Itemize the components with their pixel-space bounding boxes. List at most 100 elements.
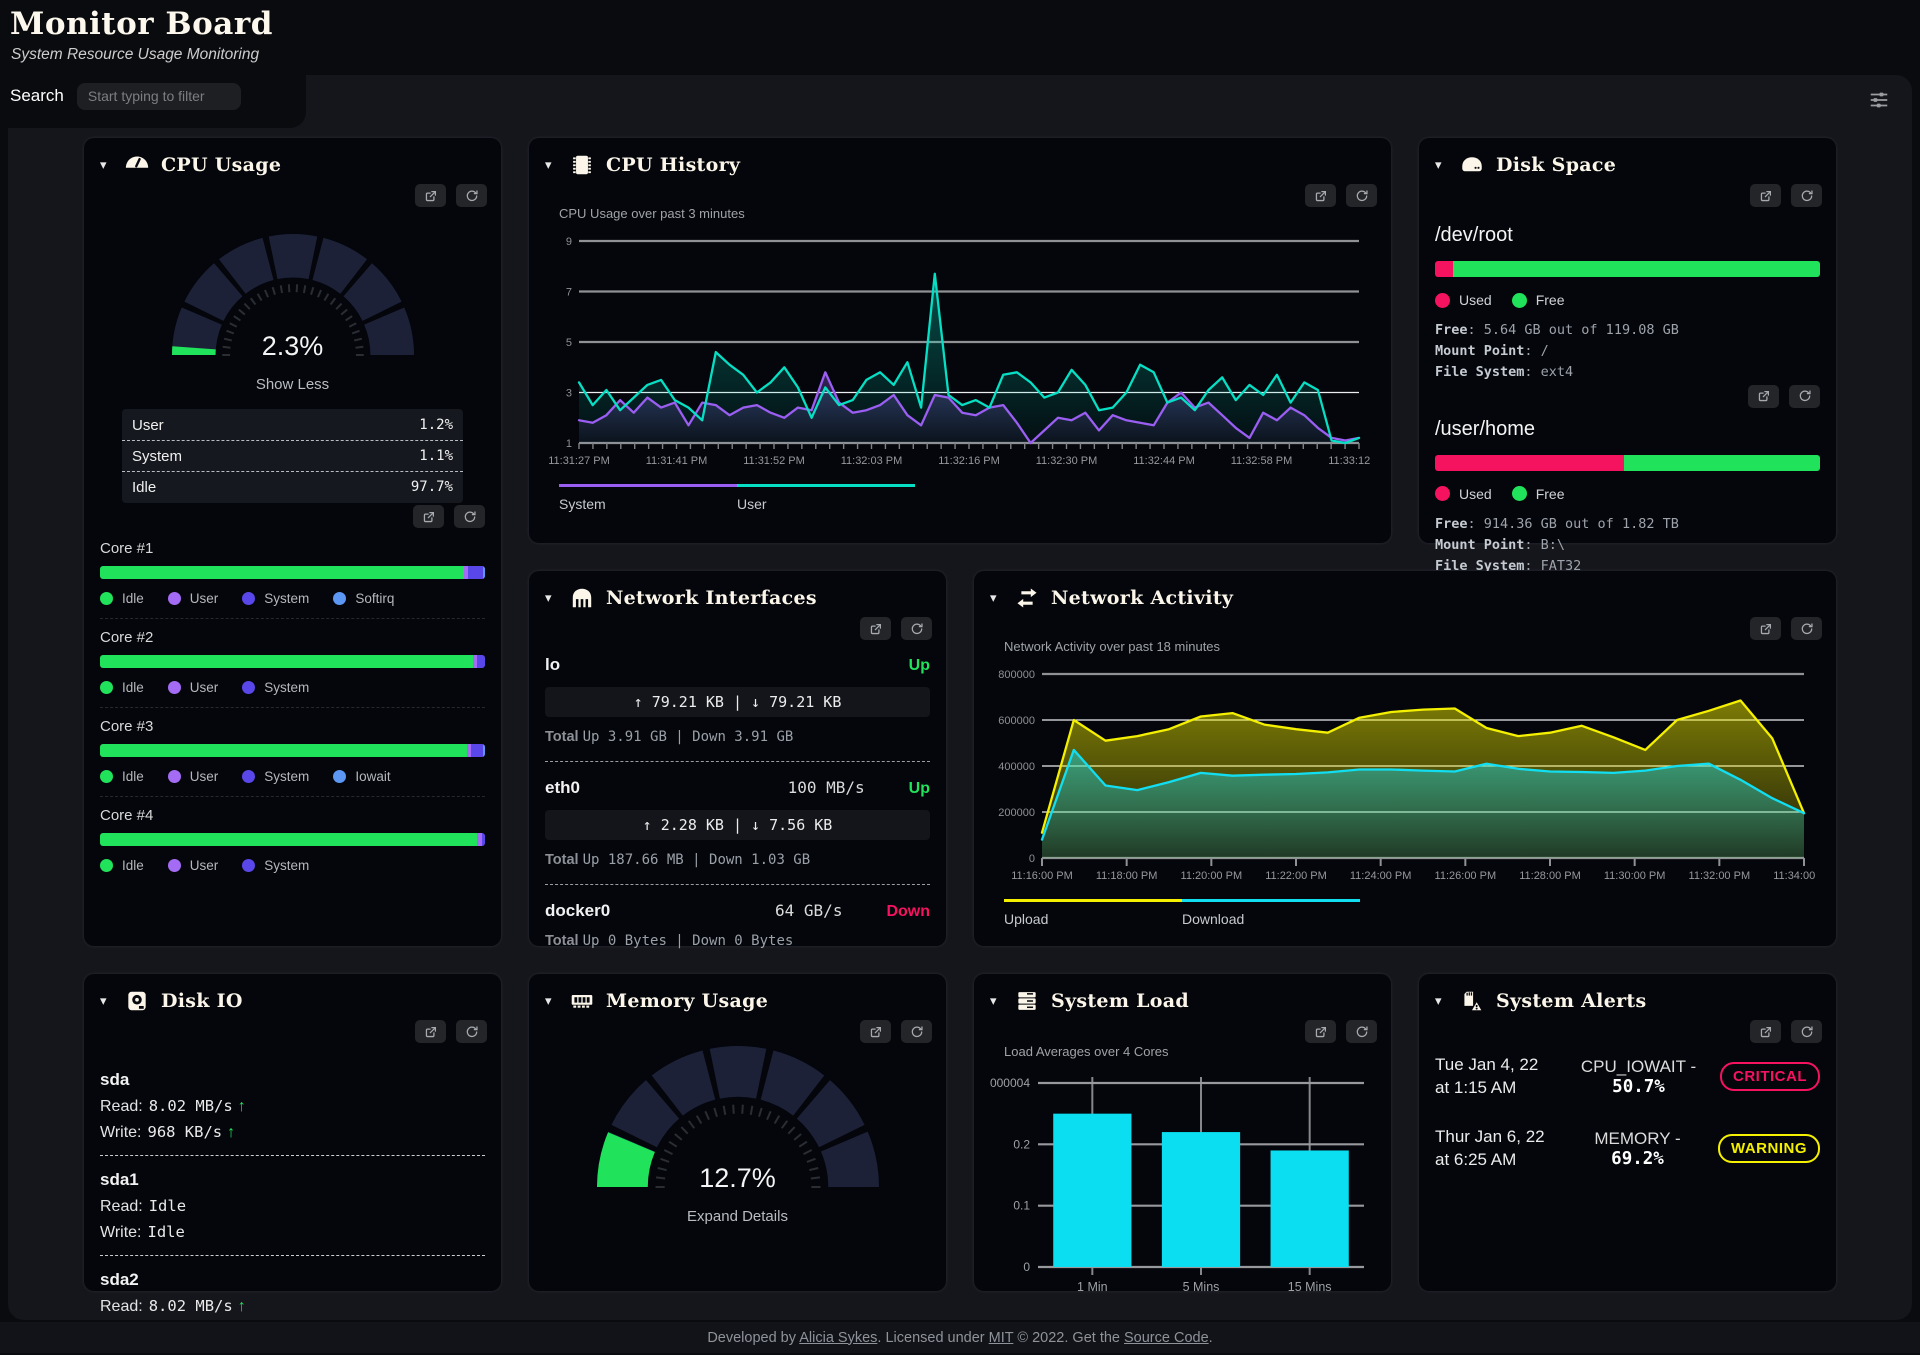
expand-button[interactable]: [1748, 385, 1779, 408]
cpu-chip-icon: [569, 152, 595, 178]
collapse-icon[interactable]: ▾: [990, 993, 1003, 1009]
refresh-button[interactable]: [1346, 184, 1377, 207]
collapse-icon[interactable]: ▾: [100, 993, 113, 1009]
svg-text:800000: 800000: [998, 669, 1035, 681]
expand-button[interactable]: [1750, 617, 1781, 640]
collapse-icon[interactable]: ▾: [990, 590, 1003, 606]
svg-text:0.2: 0.2: [1013, 1137, 1030, 1151]
svg-text:11:31:52 PM: 11:31:52 PM: [743, 455, 805, 467]
chart-legend-item: Download: [1182, 899, 1360, 927]
widget-network-activity: ▾ Network Activity Network Activity over…: [974, 571, 1836, 946]
expand-button[interactable]: [1305, 184, 1336, 207]
search-input[interactable]: [77, 83, 241, 110]
widget-title: Network Interfaces: [606, 587, 817, 609]
settings-button[interactable]: [1862, 88, 1896, 115]
refresh-button[interactable]: [454, 505, 485, 528]
collapse-icon[interactable]: ▾: [1435, 157, 1448, 173]
svg-text:5: 5: [566, 337, 572, 349]
widget-actions: [1750, 1020, 1822, 1043]
legend-label: System: [264, 769, 309, 784]
refresh-button[interactable]: [456, 1020, 487, 1043]
transfer-arrows-icon: [1014, 585, 1040, 611]
legend-item: System: [242, 680, 309, 695]
legend-label: User: [190, 769, 219, 784]
legend-label: System: [264, 680, 309, 695]
author-link[interactable]: Alicia Sykes: [799, 1330, 877, 1346]
chart-legend-item: User: [737, 484, 915, 512]
svg-text:15 Mins: 15 Mins: [1288, 1280, 1332, 1294]
legend-dot-icon: [242, 592, 255, 605]
legend-label: Used: [1459, 292, 1492, 308]
core-label: Core #1: [100, 540, 485, 557]
legend-item: User: [168, 769, 219, 784]
disk-name: /dev/root: [1435, 224, 1820, 247]
core-usage-bar: [100, 566, 485, 579]
widget-header: ▾ CPU Usage: [100, 146, 485, 184]
expand-button[interactable]: [415, 1020, 446, 1043]
collapse-icon[interactable]: ▾: [545, 993, 558, 1009]
svg-text:0: 0: [1023, 1260, 1030, 1274]
device-io-value: Idle: [149, 1197, 186, 1215]
svg-text:0: 0: [1029, 853, 1035, 865]
source-code-link[interactable]: Source Code: [1124, 1330, 1209, 1346]
expand-button[interactable]: [1750, 1020, 1781, 1043]
collapse-icon[interactable]: ▾: [545, 590, 558, 606]
app-footer: Developed by Alicia Sykes. Licensed unde…: [0, 1322, 1920, 1353]
collapse-icon[interactable]: ▾: [545, 157, 558, 173]
expand-button[interactable]: [415, 184, 446, 207]
refresh-button[interactable]: [901, 617, 932, 640]
refresh-button[interactable]: [1791, 184, 1822, 207]
refresh-button[interactable]: [456, 184, 487, 207]
refresh-button[interactable]: [1791, 1020, 1822, 1043]
expand-button[interactable]: [413, 505, 444, 528]
cpu-stat-value: 97.7%: [411, 479, 453, 496]
app-title: Monitor Board: [10, 6, 1920, 42]
widget-system-load: ▾ System Load Load Averages over 4 Cores…: [974, 974, 1391, 1291]
license-link[interactable]: MIT: [989, 1330, 1014, 1346]
memory-gauge-value: 12.7%: [593, 1163, 883, 1194]
legend-dot-icon: [1435, 486, 1450, 501]
alert-card-icon: [1459, 988, 1485, 1014]
chart-subtitle: Load Averages over 4 Cores: [1004, 1044, 1375, 1059]
collapse-icon[interactable]: ▾: [1435, 993, 1448, 1009]
core-bar-segment: [100, 566, 464, 579]
refresh-button[interactable]: [1346, 1020, 1377, 1043]
svg-text:11:30:00 PM: 11:30:00 PM: [1604, 870, 1666, 882]
device-io-line: Write:968 KB/s↑: [100, 1123, 485, 1142]
disk-info-line: Free: 5.64 GB out of 119.08 GB: [1435, 320, 1820, 341]
svg-text:11:31:27 PM: 11:31:27 PM: [548, 455, 610, 467]
expand-button[interactable]: [860, 1020, 891, 1043]
interface-speed: 100 MB/s: [788, 778, 865, 797]
search-bar: Search: [0, 64, 306, 128]
chart-legend-item: System: [559, 484, 737, 512]
refresh-button[interactable]: [901, 1020, 932, 1043]
refresh-button[interactable]: [1789, 385, 1820, 408]
show-less-toggle[interactable]: Show Less: [100, 376, 485, 393]
expand-button[interactable]: [860, 617, 891, 640]
legend-dot-icon: [168, 592, 181, 605]
alert-date: Thur Jan 6, 22 at 6:25 AM: [1435, 1126, 1557, 1172]
device-io-line: Read:8.02 MB/s↑: [100, 1297, 485, 1316]
expand-button[interactable]: [1750, 184, 1781, 207]
svg-text:11:32:44 PM: 11:32:44 PM: [1133, 455, 1195, 467]
widget-actions: [1305, 1020, 1377, 1043]
svg-text:400000: 400000: [998, 761, 1035, 773]
legend-label: Idle: [122, 680, 144, 695]
legend-label: Idle: [122, 769, 144, 784]
legend-dot-icon: [100, 770, 113, 783]
expand-button[interactable]: [1305, 1020, 1336, 1043]
expand-details-toggle[interactable]: Expand Details: [545, 1208, 930, 1225]
interface-totals-value: Up 3.91 GB | Down 3.91 GB: [583, 729, 794, 745]
refresh-button[interactable]: [1791, 617, 1822, 640]
core-usage-bar: [100, 655, 485, 668]
svg-text:11:24:00 PM: 11:24:00 PM: [1350, 870, 1412, 882]
widget-cpu-history: ▾ CPU History CPU Usage over past 3 minu…: [529, 138, 1391, 543]
core-label: Core #4: [100, 807, 485, 824]
collapse-icon[interactable]: ▾: [100, 157, 113, 173]
